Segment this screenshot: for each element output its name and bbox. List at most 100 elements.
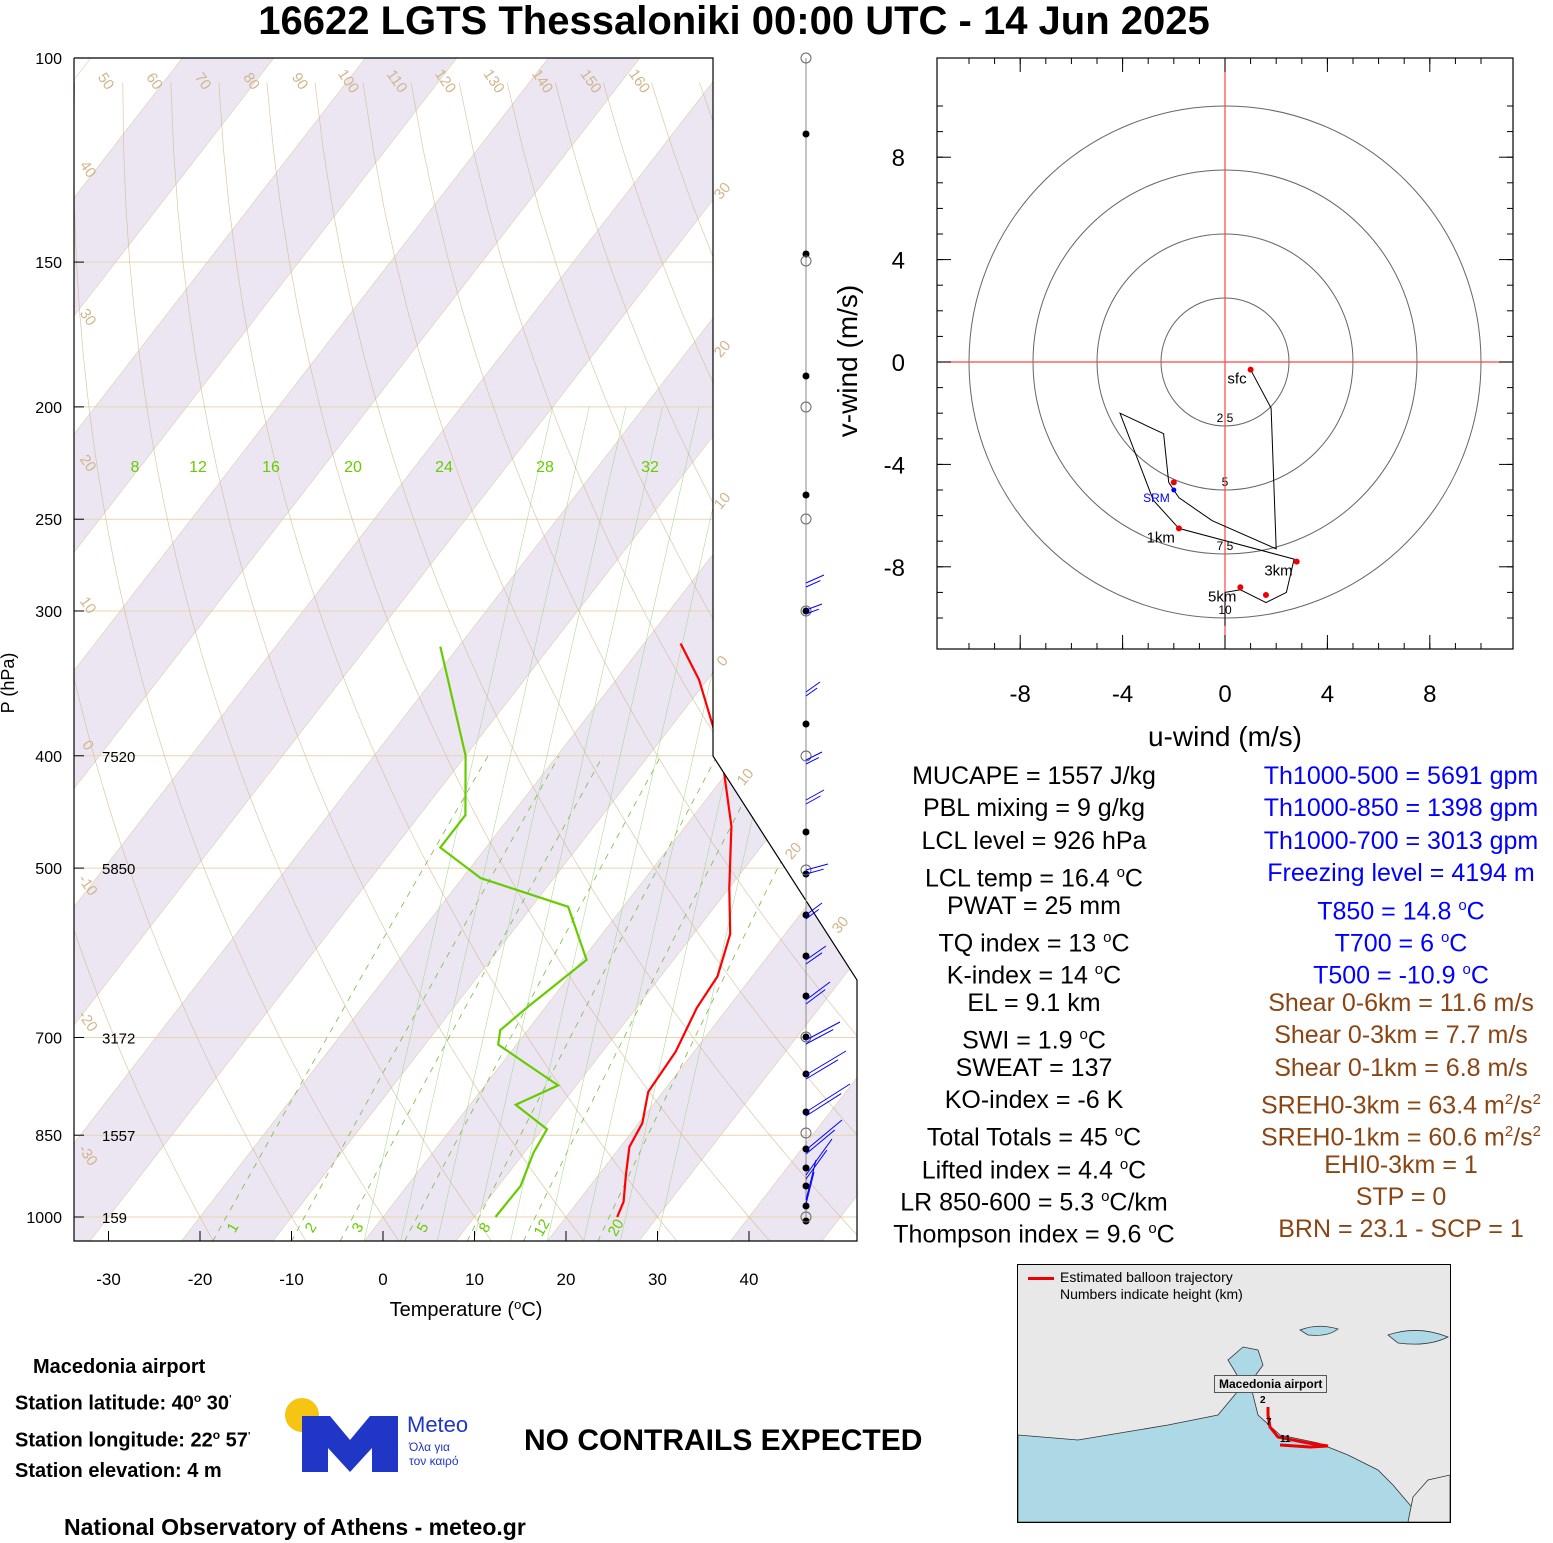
- station-latitude: Station latitude: 40o 30': [15, 1391, 232, 1415]
- temperature-tick-label: 0: [378, 1270, 387, 1289]
- legend-line-swatch: [1028, 1277, 1054, 1280]
- pressure-tick-label: 700: [35, 1030, 62, 1047]
- index-row: TQ index = 13 oC: [938, 928, 1130, 958]
- wind-barb: [805, 1050, 847, 1076]
- adiabat-label: 90: [288, 70, 311, 93]
- wind-barb: [805, 757, 820, 765]
- hodograph-x-tick-label: 0: [1218, 681, 1231, 708]
- wind-barb: [805, 603, 823, 611]
- temperature-tick-label: -10: [279, 1270, 304, 1289]
- wind-level-dot: [802, 828, 810, 836]
- height-label: 7520: [102, 749, 135, 766]
- mixing-ratio-line: [466, 755, 718, 1241]
- wind-barb: [805, 863, 829, 871]
- temperature-tick-label: 20: [557, 1270, 576, 1289]
- traj-height-label: 2: [1260, 1395, 1266, 1406]
- wind-barb: [805, 687, 818, 697]
- isotherm-line: [74, 58, 569, 1241]
- temperature-band: [74, 58, 843, 1241]
- dry-adiabat: [362, 82, 857, 1241]
- wind-barb: [805, 1159, 817, 1201]
- mixing-ratio-lines: [212, 406, 846, 1241]
- isotherm-line: [455, 58, 857, 1241]
- wind-barb: [805, 580, 821, 588]
- dry-adiabats: [74, 82, 857, 1241]
- dry-adiabat: [506, 82, 857, 1241]
- wind-barb: [805, 952, 823, 965]
- hodograph-marker: [1247, 366, 1254, 373]
- adiabat-label: 60: [142, 70, 165, 93]
- isotherm-line: [89, 58, 857, 1241]
- moist-adiabat: [473, 406, 663, 1241]
- mixing-ratio-label: 28: [536, 459, 554, 476]
- calm-circle: [800, 401, 812, 413]
- hodograph-y-tick-label: 4: [892, 248, 905, 275]
- isotherm-line: [0, 32, 19, 1241]
- moist-adiabat: [436, 406, 627, 1241]
- adiabat-label: 130: [480, 66, 508, 96]
- hodograph-y-tick-label: 0: [892, 350, 905, 377]
- hodograph-marker-label: 1km: [1147, 529, 1175, 546]
- pressure-tick-label: 400: [35, 749, 62, 766]
- indices-right: Th1000-500 = 5691 gpm Th1000-850 = 1398 g…: [1236, 760, 1553, 1246]
- wind-level-dot: [802, 1202, 810, 1210]
- hodograph-y-tick-label: -8: [884, 555, 905, 582]
- mixing-ratio-label: 8: [131, 459, 140, 476]
- station-longitude: Station longitude: 22o 57': [15, 1427, 251, 1452]
- adiabat-label: 80: [239, 70, 262, 93]
- mixing-ratio-line: [339, 755, 604, 1241]
- map-geography: 2 7 11: [1018, 1325, 1450, 1522]
- wind-barb: [805, 574, 825, 584]
- lake: [1299, 1325, 1339, 1336]
- wind-barb: [805, 751, 823, 761]
- storm-motion-label: SRM: [1143, 491, 1170, 505]
- index-row: PBL mixing = 9 g/kg: [922, 794, 1146, 823]
- mixing-ratio-label: 8: [476, 1220, 495, 1236]
- station-elevation: Station elevation: 4 m: [15, 1460, 222, 1483]
- logo-name: Meteo: [407, 1412, 469, 1437]
- wind-level-dot: [802, 130, 810, 138]
- mixing-ratio-label: 32: [641, 459, 659, 476]
- wind-level-dot: [802, 952, 810, 960]
- isotherm-line: [74, 58, 752, 1241]
- temperature-tick-label: 30: [648, 1270, 667, 1289]
- height-label: 159: [102, 1210, 127, 1227]
- mixing-ratio-label: 16: [262, 459, 280, 476]
- index-row: EHI0-3km = 1: [1324, 1150, 1478, 1179]
- mixing-ratio-label: 12: [189, 459, 207, 476]
- wind-level-dot: [802, 491, 810, 499]
- calm-circle: [800, 255, 812, 267]
- dry-adiabat: [314, 82, 857, 1241]
- lake: [1387, 1330, 1449, 1345]
- pressure-tick-label: 200: [35, 400, 62, 417]
- isotherm-line: [74, 58, 478, 1241]
- index-row: LR 850-600 = 5.3 oC/km: [900, 1188, 1168, 1217]
- hodograph-line: [1119, 369, 1295, 626]
- wind-level-dot: [802, 1217, 810, 1225]
- isotherm-line: [638, 58, 857, 1241]
- index-row: Thompson index = 9.6 oC: [893, 1220, 1175, 1249]
- calm-circle: [800, 750, 812, 762]
- u-wind-label: u-wind (m/s): [1148, 721, 1302, 752]
- wind-barb: [805, 989, 826, 1005]
- index-row: SWI = 1.9 oC: [962, 1026, 1106, 1055]
- wind-level-dot: [802, 992, 810, 1000]
- isotherm-label: 30: [829, 913, 853, 937]
- station-info: Macedonia airport Station latitude: 40o …: [15, 1352, 250, 1487]
- pressure-tick-label: 150: [35, 255, 62, 272]
- isotherm-label: 40: [76, 158, 99, 181]
- mixing-ratio-line: [522, 755, 768, 1241]
- index-row: KO-index = -6 K: [944, 1085, 1124, 1114]
- wind-level-dot: [802, 250, 810, 258]
- calm-circle: [800, 605, 812, 617]
- wind-barb: [805, 1171, 815, 1205]
- mixing-ratio-label: 12: [531, 1216, 554, 1239]
- index-row: SWEAT = 137: [955, 1053, 1113, 1082]
- balloon-trajectory: [1266, 1407, 1329, 1449]
- mixing-ratio-label: 20: [344, 459, 362, 476]
- skewt-frame: [73, 57, 858, 1242]
- contrails-message: NO CONTRAILS EXPECTED: [524, 1424, 923, 1457]
- index-row: T500 = -10.9 oC: [1313, 961, 1489, 990]
- moist-adiabat: [546, 406, 736, 1241]
- wind-barb: [805, 945, 827, 961]
